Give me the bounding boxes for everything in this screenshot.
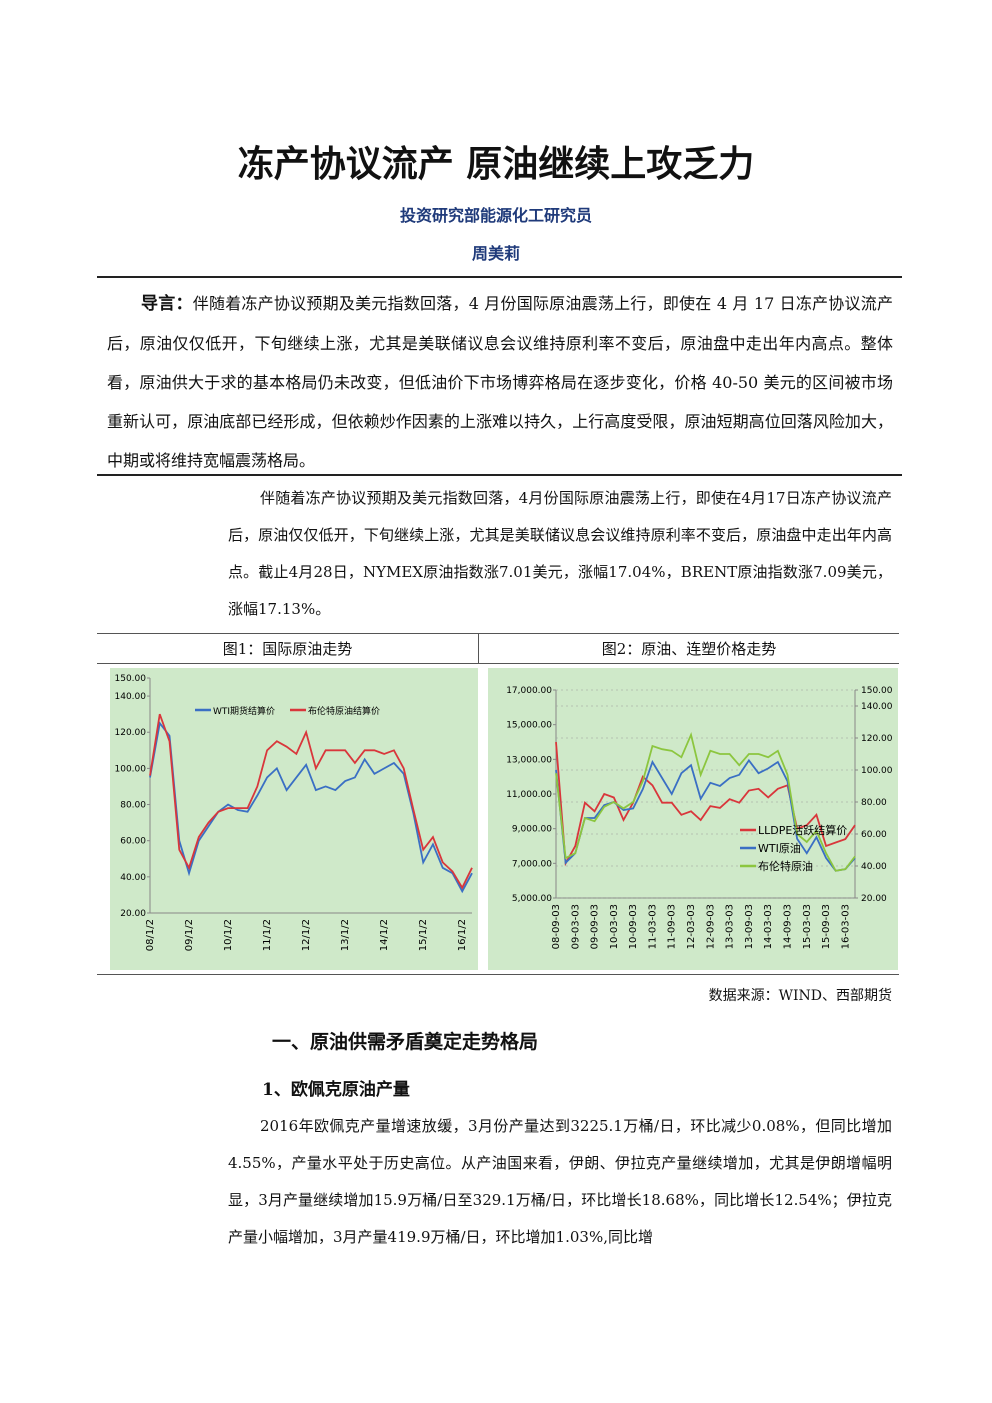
x-tick-label: 12/1/2 [301,919,312,951]
series-line [555,741,856,867]
x-tick-label: 16/1/2 [457,919,468,951]
x-tick-label: 15-03-03 [802,904,813,949]
paragraph: 2016年欧佩克产量增速放缓，3月份产量达到3225.1万桶/日，环比减少0.0… [228,1117,892,1246]
x-tick-label: 09-09-03 [590,904,601,949]
chart: 20.00 40.00 60.00 80.00 100.00 120.00 140.00 15… [110,668,478,970]
y-tick-label: 100.00 [115,764,147,774]
y2-tick-label: 120.00 [861,734,893,744]
y-tick-label: 13,000.00 [506,755,552,765]
y-tick-label: 5,000.00 [512,894,552,904]
y-tick-label: 140.00 [115,692,147,702]
x-tick-label: 08-09-03 [551,904,562,949]
divider [97,663,899,664]
legend-label: 布伦特原油结算价 [308,705,380,717]
y2-tick-label: 140.00 [861,702,893,712]
y-tick-label: 17,000.00 [506,686,552,696]
y-tick-label: 80.00 [120,801,146,811]
y-tick-label: 15,000.00 [506,721,552,731]
x-tick-label: 14-09-03 [782,904,793,949]
x-tick-label: 09-03-03 [570,904,581,949]
x-tick-label: 11-03-03 [647,904,658,949]
x-tick-label: 12-09-03 [705,904,716,949]
y-tick-label: 60.00 [120,837,146,847]
figure-caption: 图1：国际原油走势 [222,640,353,658]
rule [97,276,902,278]
series-line [555,731,856,872]
x-tick-label: 08/1/2 [145,919,156,951]
divider [478,633,479,663]
author: 周美莉 [471,244,520,263]
x-tick-label: 15/1/2 [418,919,429,951]
legend-label: WTI原油 [758,841,801,855]
x-tick-label: 11/1/2 [262,919,273,951]
y-tick-label: 9,000.00 [512,825,552,835]
y2-tick-label: 60.00 [861,830,887,840]
y-tick-label: 20.00 [120,909,146,919]
department: 投资研究部能源化工研究员 [399,206,592,225]
y-tick-label: 7,000.00 [512,859,552,869]
intro: 导言：伴随着冻产协议预期及美元指数回落，4 月份国际原油震荡上行，即使在 4 月… [107,284,893,480]
chart-background [110,668,478,970]
x-tick-label: 10-09-03 [628,904,639,949]
x-tick-label: 12-03-03 [686,904,697,949]
intro-label: 导言： [141,294,193,314]
y-tick-label: 120.00 [115,728,147,738]
y-tick-label: 11,000.00 [506,790,552,800]
x-tick-label: 14/1/2 [379,919,390,951]
figure-box [97,633,899,975]
figure-caption: 图2：原油、连塑价格走势 [601,640,777,658]
legend-label: LLDPE活跃结算价 [758,823,847,837]
series-line [149,713,473,890]
x-tick-label: 16-03-03 [840,904,851,949]
series-line [555,758,856,872]
x-tick-label: 13-03-03 [725,904,736,949]
x-tick-label: 10/1/2 [223,919,234,951]
paragraph: 伴随着冻产协议预期及美元指数回落，4月份国际原油震荡上行，即使在4月17日冻产协… [228,489,892,618]
y-tick-label: 40.00 [120,873,146,883]
subsection-heading: 1、欧佩克原油产量 [262,1080,410,1100]
x-tick-label: 15-09-03 [821,904,832,949]
x-tick-label: 09/1/2 [184,919,195,951]
legend-label: 布伦特原油 [758,859,813,873]
section-heading: 一、原油供需矛盾奠定走势格局 [272,1031,539,1053]
y2-tick-label: 100.00 [861,766,893,776]
y2-tick-label: 150.00 [861,686,893,696]
intro-text: 伴随着冻产协议预期及美元指数回落，4 月份国际原油震荡上行，即使在 4 月 17… [107,294,894,470]
y2-tick-label: 80.00 [861,798,887,808]
x-tick-label: 13-09-03 [744,904,755,949]
title: 冻产协议流产 原油继续上攻乏力 [237,144,755,185]
series-line [149,721,473,894]
x-tick-label: 10-03-03 [609,904,620,949]
x-tick-label: 13/1/2 [340,919,351,951]
source: 数据来源：WIND、西部期货 [708,988,892,1004]
y2-tick-label: 20.00 [861,894,887,904]
rule [97,474,902,476]
legend-label: WTI期货结算价 [213,705,275,717]
x-tick-label: 14-03-03 [763,904,774,949]
y-tick-label: 150.00 [115,674,147,684]
x-tick-label: 11-09-03 [667,904,678,949]
y2-tick-label: 40.00 [861,862,887,872]
chart: 5,000.00 7,000.00 9,000.00 11,000.00 13,000.… [488,668,898,970]
